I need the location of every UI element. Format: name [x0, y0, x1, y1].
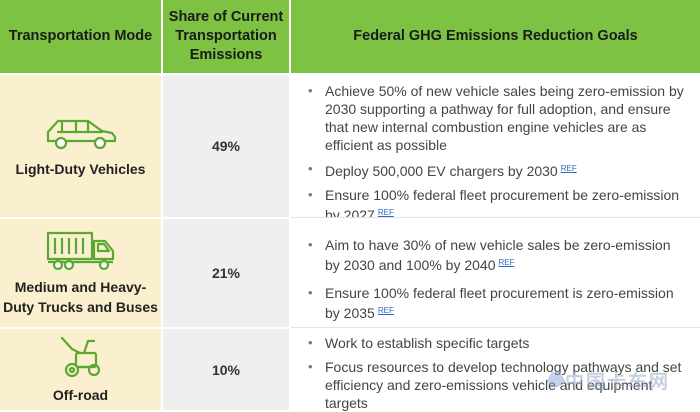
mode-label: Light-Duty Vehicles — [15, 161, 146, 177]
goals-cell: Achieve 50% of new vehicle sales being z… — [291, 75, 700, 223]
mode-cell-trucks-buses: Medium and Heavy-Duty Trucks and Buses — [0, 219, 161, 327]
watermark-logo-icon — [546, 372, 566, 388]
column-divider — [289, 0, 291, 410]
goals-list: Achieve 50% of new vehicle sales being z… — [305, 82, 686, 224]
ref-link[interactable]: REF — [560, 164, 577, 173]
goals-list: Work to establish specific targets Focus… — [305, 334, 686, 412]
mode-cell-off-road: Off-road — [0, 329, 161, 410]
ref-link[interactable]: REF — [377, 306, 394, 315]
row-divider — [0, 327, 700, 329]
share-cell: 10% — [163, 329, 289, 410]
row-divider — [291, 217, 700, 218]
header-transportation-mode: Transportation Mode — [0, 0, 161, 73]
goals-cell: Aim to have 30% of new vehicle sales be … — [291, 219, 700, 327]
header-federal-goals: Federal GHG Emissions Reduction Goals — [291, 0, 700, 73]
car-icon — [46, 119, 116, 150]
list-item: Focus resources to develop technology pa… — [305, 358, 686, 412]
list-item: Aim to have 30% of new vehicle sales be … — [305, 236, 686, 274]
list-item: Ensure 100% federal fleet procurement is… — [305, 284, 686, 322]
mode-cell-light-duty: Light-Duty Vehicles — [0, 75, 161, 217]
watermark-text: 中国卡车网 — [564, 371, 670, 393]
header-share-emissions: Share of Current Transportation Emission… — [163, 0, 289, 73]
truck-icon — [46, 231, 114, 271]
goals-list: Aim to have 30% of new vehicle sales be … — [305, 236, 686, 322]
mode-label: Medium and Heavy-Duty Trucks and Buses — [3, 279, 158, 315]
list-item: Achieve 50% of new vehicle sales being z… — [305, 82, 686, 154]
share-cell: 49% — [163, 75, 289, 217]
ref-link[interactable]: REF — [377, 208, 394, 217]
row-divider — [291, 327, 700, 328]
mode-label: Off-road — [52, 386, 109, 403]
share-cell: 21% — [163, 219, 289, 327]
column-divider — [161, 0, 163, 410]
ref-link[interactable]: REF — [498, 258, 515, 267]
goals-cell: Work to establish specific targets Focus… — [291, 329, 700, 412]
row-divider — [0, 217, 700, 219]
snowblower-icon — [60, 336, 100, 377]
row-divider — [0, 73, 700, 75]
list-item: Work to establish specific targets — [305, 334, 686, 352]
